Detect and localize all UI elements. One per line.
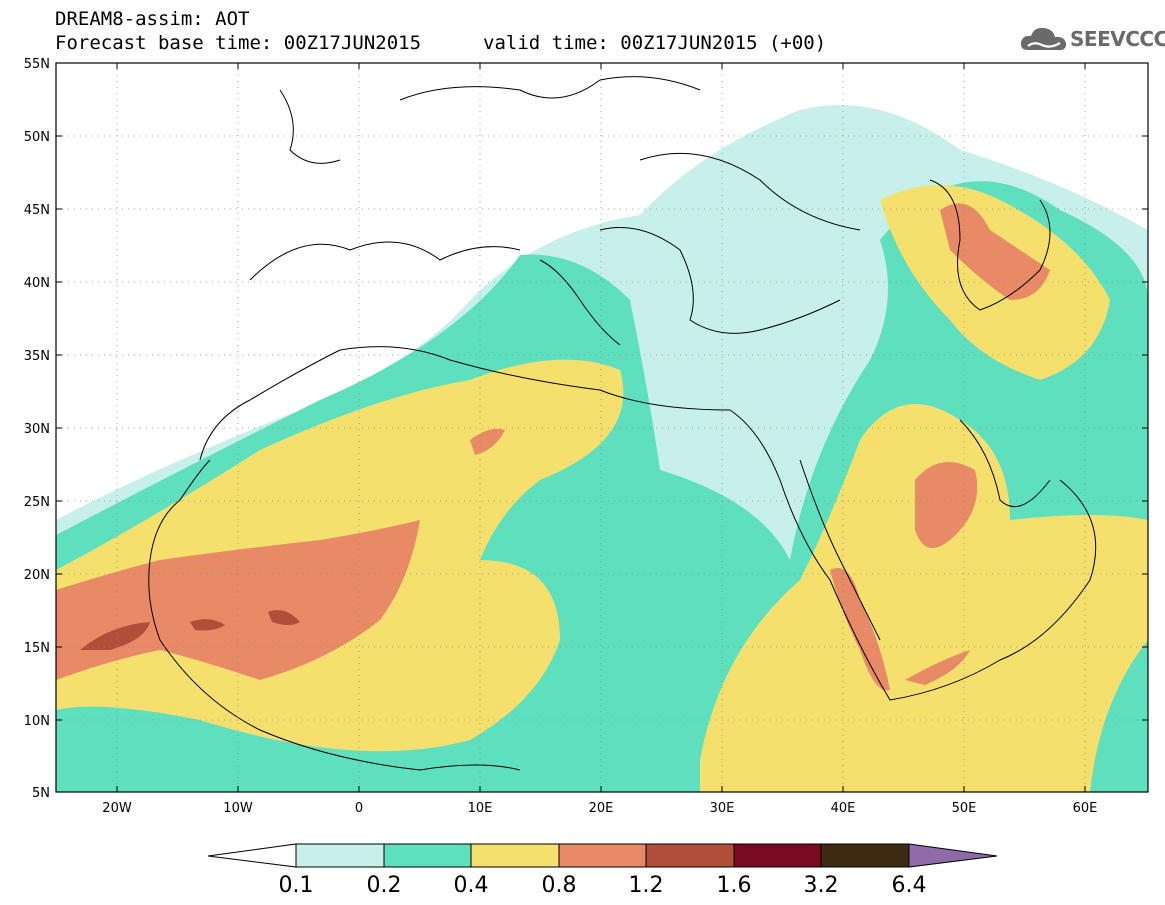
forecast-base-time: Forecast base time: 00Z17JUN2015 [55,32,422,54]
colorbar-segment [733,843,822,868]
lat-label: 30N [24,422,50,437]
colorbar-label: 0.2 [367,873,402,898]
aot-band-0.8 [56,520,420,680]
aot-band-0.8-redsea [830,568,890,691]
aot-band-0.8-yemen [905,650,970,685]
lon-label: 20E [589,801,614,816]
colorbar-segment [295,843,385,868]
lon-label: 30E [710,801,735,816]
aot-band-1.2 [80,622,150,650]
colorbar-label: 0.1 [279,873,314,898]
lon-labels: 20W 10W 0 10E 20E 30E 40E 50E 60E [102,801,1097,816]
seevccc-logo: SEEVCCC [1020,24,1165,58]
colorbar-label: 1.6 [717,873,752,898]
colorbar-label: 0.8 [542,873,577,898]
lon-label: 40E [831,801,856,816]
lat-labels: 55N 50N 45N 40N 35N 30N 25N 20N 15N 10N … [24,57,50,801]
lat-label: 25N [24,495,50,510]
lon-label: 20W [102,801,132,816]
aot-band-0.8-arabia [915,462,978,548]
aot-band-1.2-c [268,609,300,625]
axis-ticks [56,62,1148,793]
map-title: DREAM8-assim: AOT [55,8,250,30]
colorbar-label: 1.2 [629,873,664,898]
colorbar-segment [470,843,560,868]
aot-band-0.8-algeria [470,428,505,455]
lat-label: 20N [24,568,50,583]
aot-band-0.8-caspian [940,203,1050,300]
coastlines [148,76,1097,771]
grid-lines [56,63,1148,792]
colorbar-high-arrow [908,843,998,868]
colorbar-label: 0.4 [454,873,489,898]
lat-label: 50N [24,130,50,145]
lon-label: 50E [952,801,977,816]
colorbar-label: 3.2 [804,873,839,898]
lat-label: 15N [24,641,50,656]
colorbar-segment [383,843,472,868]
colorbar-low-arrow [207,843,297,868]
lon-label: 60E [1073,801,1098,816]
valid-time: valid time: 00Z17JUN2015 (+00) [483,32,827,54]
colorbar-segment [820,843,910,868]
colorbar-segment [645,843,735,868]
lat-label: 5N [32,786,50,801]
aot-band-0.4-east [700,404,1148,792]
cloud-icon [1020,27,1066,51]
aot-band-1.2-b [190,619,225,631]
logo-text: SEEVCCC [1070,27,1165,51]
lat-label: 10N [24,714,50,729]
lon-label: 10W [223,801,253,816]
colorbar-segment [558,843,647,868]
colorbar-label: 6.4 [892,873,927,898]
lon-label: 10E [468,801,493,816]
lon-label: 0 [355,801,363,816]
aot-field [56,105,1148,792]
lat-label: 40N [24,276,50,291]
colorbar: 0.1 0.2 0.4 0.8 1.2 1.6 3.2 6.4 [207,843,998,898]
lat-label: 55N [24,57,50,72]
lat-label: 45N [24,203,50,218]
lat-label: 35N [24,349,50,364]
